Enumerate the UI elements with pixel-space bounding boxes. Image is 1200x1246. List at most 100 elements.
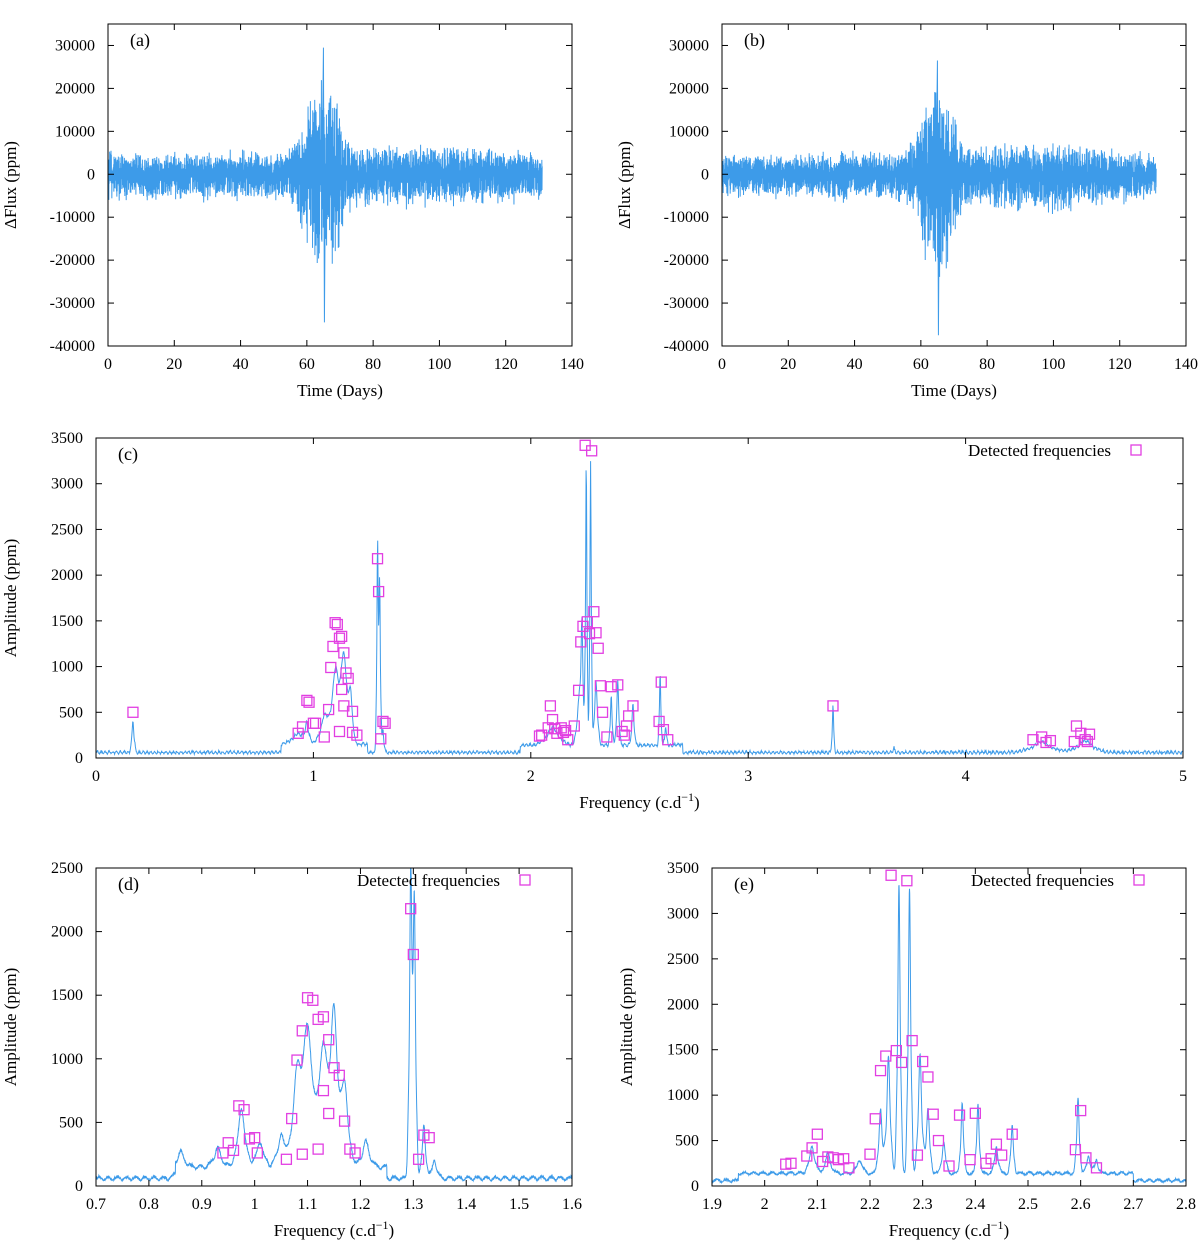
detected-frequency-marker	[338, 700, 350, 712]
detected-frequency-marker	[351, 729, 363, 741]
y-tick-label: 0	[75, 750, 83, 767]
x-tick-label: 80	[979, 356, 995, 373]
y-tick-label: -30000	[664, 295, 709, 312]
detected-frequency-marker	[249, 1132, 261, 1144]
detected-frequency-marker	[653, 715, 665, 728]
detected-frequency-marker	[323, 1034, 335, 1046]
x-tick-label: 3	[744, 768, 752, 785]
y-tick-label: 500	[59, 1114, 83, 1131]
x-tick-label: 0	[104, 356, 112, 373]
y-axis-label: Amplitude (ppm)	[1, 968, 20, 1087]
x-tick-label: 100	[427, 356, 451, 373]
detected-frequency-marker	[379, 717, 391, 729]
x-tick-label: 2.7	[1123, 1196, 1143, 1213]
detected-frequency-marker	[336, 683, 348, 696]
y-axis-label: ΔFlux (ppm)	[1, 141, 20, 229]
x-tick-label: 2.2	[860, 1196, 880, 1213]
y-tick-label: 1000	[667, 1087, 699, 1104]
y-tick-label: -20000	[50, 252, 95, 269]
y-axis-label: ΔFlux (ppm)	[615, 141, 634, 229]
y-tick-label: 1500	[51, 613, 83, 630]
detected-frequency-marker	[329, 617, 341, 629]
x-tick-label: 40	[233, 356, 249, 373]
detected-frequency-marker	[655, 676, 667, 688]
detected-frequency-marker	[1006, 1128, 1018, 1140]
detected-frequency-marker	[911, 1149, 924, 1161]
detected-frequency-marker	[843, 1162, 855, 1174]
x-tick-label: 2.4	[965, 1196, 985, 1213]
detected-frequency-marker	[594, 680, 607, 692]
detected-frequency-marker	[405, 903, 417, 915]
detected-frequency-marker	[349, 1147, 361, 1159]
detected-frequency-marker	[331, 618, 343, 631]
panel-b: 0 20 40 60 80 100 120 140 -40000 -30000 -20000 -100…	[615, 23, 1198, 400]
detected-frequency-marker	[806, 1142, 818, 1154]
detected-frequency-marker	[1027, 734, 1039, 746]
plot-frame-c	[95, 437, 1184, 759]
y-tick-label: 0	[75, 1178, 83, 1195]
x-tick-label: 140	[1174, 356, 1198, 373]
y-tick-label: 1000	[51, 659, 83, 676]
detected-frequency-marker	[1069, 1144, 1082, 1156]
detected-frequency-marker	[312, 1143, 324, 1155]
series-line-b	[722, 60, 1157, 336]
detected-frequency-marker	[581, 616, 593, 628]
series-line-d	[96, 868, 572, 1183]
detected-frequency-marker	[917, 1055, 929, 1068]
detected-frequency-marker	[572, 684, 585, 696]
y-tick-label: 1000	[51, 1051, 83, 1068]
plot-frame-d	[95, 867, 573, 1187]
detected-frequency-marker	[627, 700, 639, 712]
detected-frequency-marker	[296, 1025, 308, 1037]
detected-frequency-marker	[307, 717, 320, 729]
detected-frequency-marker	[586, 445, 598, 457]
x-axis-label: Time (Days)	[911, 381, 997, 400]
y-tick-label: 2000	[51, 567, 83, 584]
detected-frequency-marker	[375, 733, 387, 745]
detected-frequency-marker	[890, 1044, 902, 1057]
x-tick-label: 20	[780, 356, 796, 373]
legend-label: Detected frequencies	[968, 441, 1111, 460]
detected-frequency-marker	[286, 1112, 298, 1125]
x-tick-label: 5	[1179, 768, 1187, 785]
y-tick-label: 3500	[51, 430, 83, 447]
panel-e: 1.9 2 2.1 2.2 2.3 2.4 2.5 2.6 2.7 2.8 0 500 1000 1500…	[617, 860, 1196, 1240]
detected-frequency-marker	[327, 640, 339, 653]
detected-frequency-marker	[323, 1107, 335, 1120]
plot-frame-a	[107, 23, 573, 347]
x-tick-label: 1	[309, 768, 317, 785]
detected-frequency-marker	[662, 734, 674, 746]
series-line-c	[96, 461, 1183, 757]
legend-label: Detected frequencies	[357, 871, 500, 890]
y-tick-label: 10000	[55, 123, 95, 140]
detected-frequency-marker	[325, 661, 337, 674]
detected-frequency-marker	[544, 700, 557, 712]
detected-frequency-marker	[322, 703, 335, 716]
detected-frequency-marker	[811, 1128, 823, 1140]
x-tick-label: 2.3	[913, 1196, 933, 1213]
x-tick-label: 1.6	[562, 1196, 582, 1213]
detected-frequency-marker	[927, 1108, 939, 1120]
y-tick-label: 2000	[51, 924, 83, 941]
panel-label: (a)	[130, 30, 150, 51]
panel-d: 0.7 0.8 0.9 1 1.1 1.2 1.3 1.4 1.5 1.6 0 500 1000 1500…	[1, 860, 582, 1240]
detected-frequency-marker	[1083, 728, 1096, 740]
detected-frequency-marker	[227, 1144, 240, 1157]
x-tick-label: 0	[718, 356, 726, 373]
x-axis-label: Frequency (c.d−1)	[889, 1218, 1009, 1240]
detected-frequency-marker	[309, 717, 322, 729]
x-tick-label: 1.9	[702, 1196, 722, 1213]
y-tick-label: -40000	[50, 338, 95, 355]
plot-frame-e	[711, 867, 1187, 1187]
y-tick-label: 2500	[51, 860, 83, 877]
detected-frequency-marker	[922, 1071, 934, 1083]
x-tick-label: 60	[299, 356, 315, 373]
x-tick-label: 120	[494, 356, 518, 373]
y-tick-label: -10000	[664, 209, 709, 226]
detected-frequency-marker	[1090, 1162, 1103, 1174]
detected-frequency-marker	[1070, 720, 1083, 732]
detected-frequency-marker	[969, 1107, 981, 1119]
detected-frequency-marker	[618, 729, 630, 741]
detected-frequency-marker	[238, 1104, 250, 1116]
y-tick-label: 20000	[55, 80, 95, 97]
